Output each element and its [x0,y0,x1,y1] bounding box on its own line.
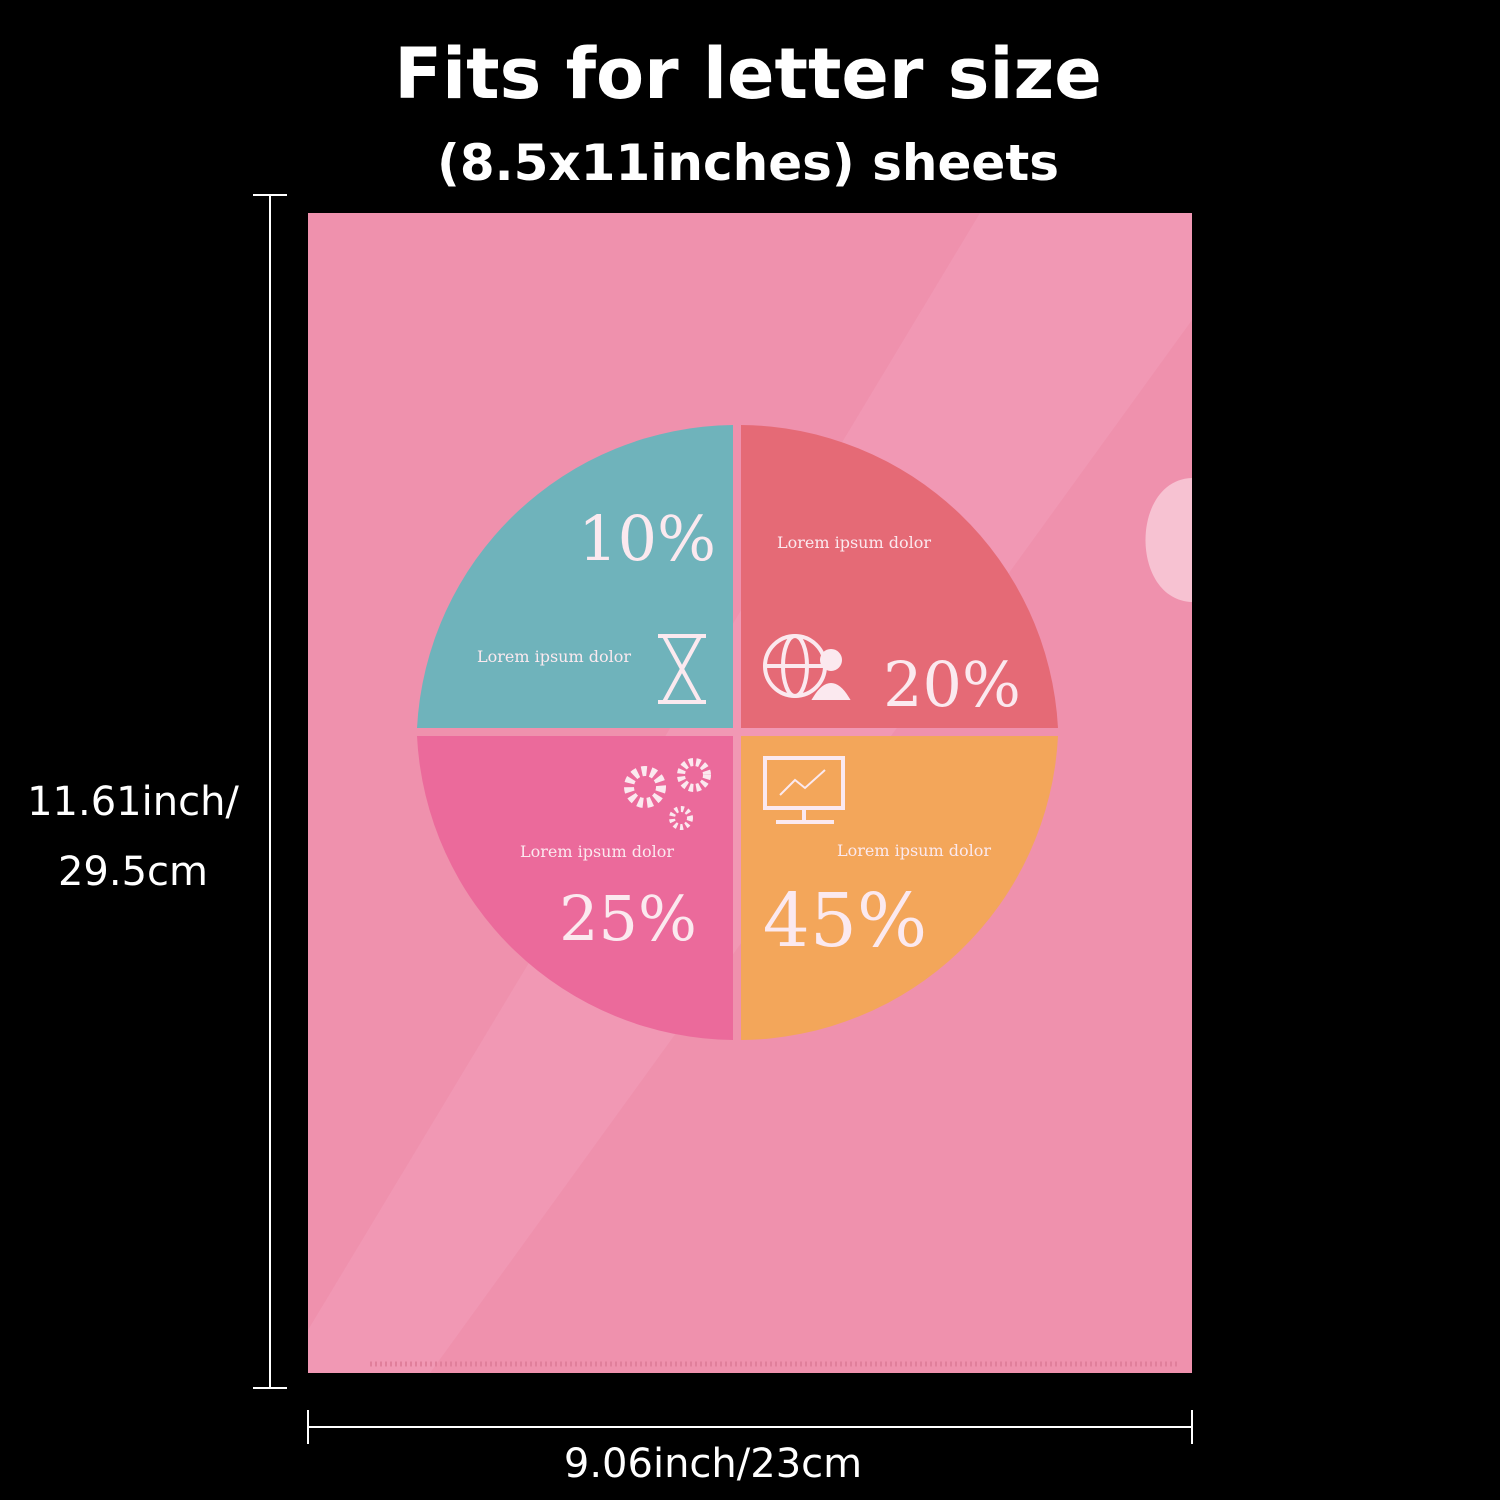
width-label: 9.06inch/23cm [564,1441,862,1487]
title: Fits for letter size [394,33,1101,115]
percent-label: 20% [883,648,1021,721]
caption: Lorem ipsum dolor [520,842,674,861]
height-dimension: 11.61inch/ 29.5cm [27,194,287,1389]
caption: Lorem ipsum dolor [477,647,631,666]
width-dimension: 9.06inch/23cm [307,1410,1193,1487]
percent-label: 10% [578,502,716,575]
quadrant-bottom-right [741,736,1058,1040]
monitor-icon [763,756,845,824]
percent-label: 45% [763,878,927,964]
quadrant-bottom-left [417,736,733,1040]
hourglass-icon [658,634,706,704]
caption: Lorem ipsum dolor [777,533,931,552]
folder-tab [1145,478,1192,602]
subtitle: (8.5x11inches) sheets [437,134,1059,192]
globe-icon [763,634,851,700]
percent-label: 25% [559,882,697,955]
height-label: 29.5cm [58,849,208,895]
quadrant-top-left [417,425,733,728]
caption: Lorem ipsum dolor [837,841,991,860]
infographic: 10% Lorem ipsum dolor Lorem ipsum dolor … [417,425,1058,1040]
gears-icon [624,758,711,830]
height-label: 11.61inch/ [27,779,239,825]
